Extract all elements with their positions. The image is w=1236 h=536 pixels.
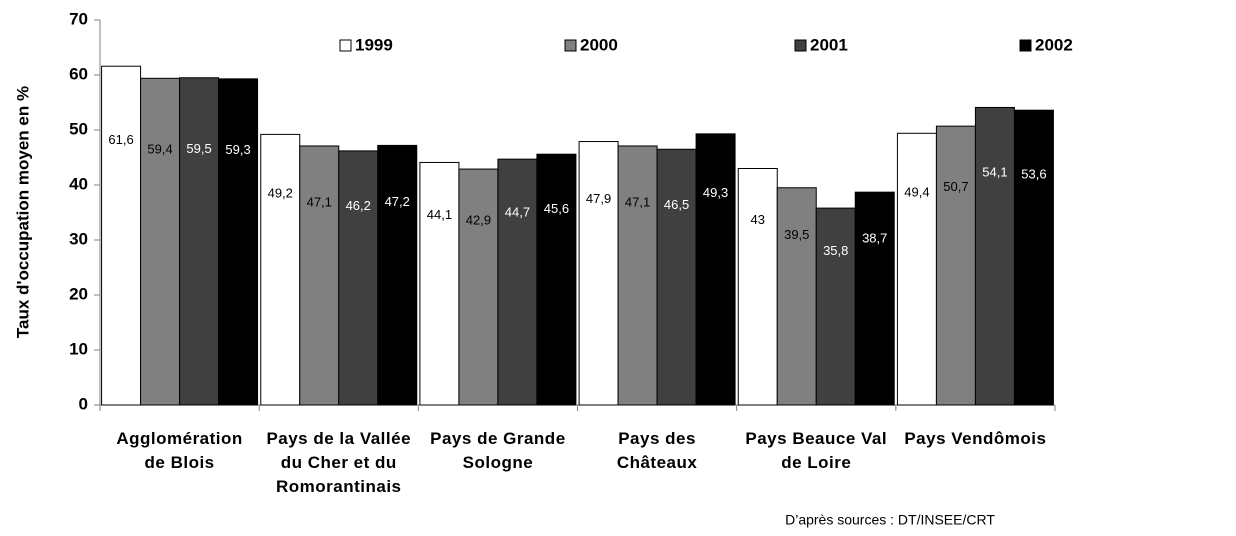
data-label: 39,5 bbox=[784, 227, 809, 242]
legend-swatch bbox=[339, 39, 352, 52]
y-tick-label: 40 bbox=[69, 174, 88, 193]
bar bbox=[815, 207, 856, 406]
legend-label: 1999 bbox=[355, 35, 393, 54]
x-tick-label: Pays Vendômois bbox=[904, 429, 1047, 448]
y-tick-label: 0 bbox=[79, 394, 88, 413]
data-label: 49,3 bbox=[703, 185, 728, 200]
bar bbox=[179, 77, 220, 406]
data-label: 44,7 bbox=[505, 205, 530, 220]
y-tick-label: 30 bbox=[69, 229, 88, 248]
data-label: 59,5 bbox=[186, 141, 211, 156]
data-label: 42,9 bbox=[466, 212, 491, 227]
data-label: 38,7 bbox=[862, 230, 887, 245]
y-tick-label: 10 bbox=[69, 339, 88, 358]
bar bbox=[896, 132, 937, 406]
bar bbox=[218, 78, 259, 406]
bar bbox=[578, 141, 619, 406]
legend-label: 2001 bbox=[810, 35, 848, 54]
bar bbox=[656, 148, 697, 406]
data-label: 54,1 bbox=[982, 164, 1007, 179]
bar bbox=[854, 191, 895, 406]
legend-label: 2002 bbox=[1035, 35, 1073, 54]
legend-label: 2000 bbox=[580, 35, 618, 54]
y-tick-label: 50 bbox=[69, 119, 88, 138]
data-label: 50,7 bbox=[943, 179, 968, 194]
bar bbox=[101, 65, 142, 406]
y-tick-label: 60 bbox=[69, 64, 88, 83]
data-label: 47,9 bbox=[586, 191, 611, 206]
legend-swatch bbox=[564, 39, 577, 52]
data-label: 43 bbox=[751, 212, 765, 227]
data-label: 59,3 bbox=[225, 142, 250, 157]
bar bbox=[536, 153, 577, 406]
data-label: 47,2 bbox=[385, 194, 410, 209]
source-note: D’après sources : DT/INSEE/CRT bbox=[785, 512, 995, 528]
bar bbox=[776, 187, 817, 406]
bar bbox=[974, 106, 1015, 406]
bar bbox=[140, 77, 181, 406]
x-tick-label: Pays de Grande Sologne bbox=[430, 429, 566, 472]
y-tick-label: 70 bbox=[69, 9, 88, 28]
legend-swatch bbox=[1019, 39, 1032, 52]
bar bbox=[1013, 109, 1054, 406]
data-label: 61,6 bbox=[108, 132, 133, 147]
bar bbox=[377, 144, 418, 406]
bar bbox=[737, 168, 778, 406]
data-label: 53,6 bbox=[1021, 166, 1046, 181]
x-tick-label: Pays des Châteaux bbox=[616, 429, 698, 472]
bar bbox=[935, 125, 976, 406]
data-label: 59,4 bbox=[147, 142, 172, 157]
legend-swatch bbox=[794, 39, 807, 52]
x-tick-label: Agglomération de Blois bbox=[116, 429, 243, 472]
data-label: 49,4 bbox=[904, 185, 929, 200]
bar bbox=[338, 150, 379, 406]
y-axis-label: Taux d'occupation moyen en % bbox=[13, 86, 32, 338]
data-label: 45,6 bbox=[544, 201, 569, 216]
bar bbox=[260, 133, 301, 406]
data-label: 46,2 bbox=[346, 198, 371, 213]
bar bbox=[497, 158, 538, 406]
bar bbox=[419, 161, 460, 406]
bar bbox=[695, 133, 736, 406]
bar bbox=[617, 145, 658, 406]
data-label: 44,1 bbox=[427, 207, 452, 222]
x-tick-label: Pays Beauce Val de Loire bbox=[745, 429, 888, 472]
data-label: 46,5 bbox=[664, 197, 689, 212]
data-label: 49,2 bbox=[268, 185, 293, 200]
x-tick-label: Pays de la Vallée du Cher et du Romorant… bbox=[266, 429, 412, 496]
y-tick-label: 20 bbox=[69, 284, 88, 303]
bar bbox=[458, 168, 499, 406]
data-label: 47,1 bbox=[625, 194, 650, 209]
data-label: 35,8 bbox=[823, 243, 848, 258]
data-label: 47,1 bbox=[307, 194, 332, 209]
bar bbox=[299, 145, 340, 406]
